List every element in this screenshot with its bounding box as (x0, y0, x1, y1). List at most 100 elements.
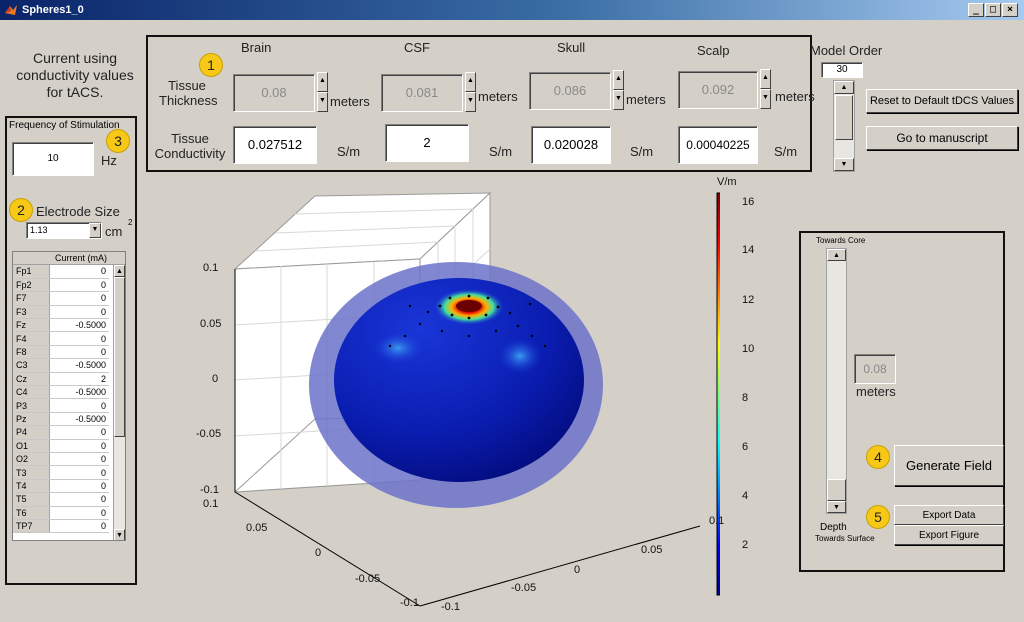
row-current-value[interactable]: 0 (49, 452, 109, 467)
reset-defaults-button[interactable]: Reset to Default tDCS Values (866, 89, 1018, 113)
electrode-size-label: Electrode Size (36, 204, 120, 219)
slider-thumb[interactable] (835, 95, 853, 140)
table-row[interactable]: P4 0 (13, 425, 109, 440)
model-order-field[interactable]: 30 (821, 62, 863, 78)
z-axis-tick-label: 0 (212, 373, 219, 385)
table-row[interactable]: TP7 0 (13, 519, 109, 534)
row-current-value[interactable]: 0 (49, 506, 109, 520)
scalp-thickness-field[interactable]: 0.092 (678, 71, 758, 109)
row-current-value[interactable]: -0.5000 (49, 412, 109, 427)
down-arrow-icon[interactable]: ▼ (114, 529, 125, 540)
down-arrow-icon[interactable]: ▼ (465, 92, 476, 112)
tissue-panel (146, 35, 812, 172)
row-current-value[interactable]: 0 (49, 278, 109, 293)
close-button[interactable]: × (1002, 3, 1018, 17)
scalp-conductivity-field[interactable]: 0.00040225 (678, 126, 758, 164)
brain-conductivity-field[interactable]: 0.027512 (233, 126, 317, 164)
skull-thickness-field[interactable]: 0.086 (529, 72, 611, 110)
table-row[interactable]: F4 0 (13, 331, 109, 346)
model-order-label: Model Order (810, 43, 883, 58)
table-row[interactable]: Fz -0.5000 (13, 318, 109, 333)
up-arrow-icon[interactable]: ▲ (760, 69, 771, 89)
row-current-value[interactable]: 0 (49, 345, 109, 360)
table-row[interactable]: O2 0 (13, 452, 109, 467)
down-arrow-icon[interactable]: ▼ (317, 92, 328, 112)
up-arrow-icon[interactable]: ▲ (613, 70, 624, 90)
matlab-icon (5, 5, 17, 15)
down-arrow-icon[interactable]: ▼ (834, 158, 854, 171)
row-current-value[interactable]: -0.5000 (49, 358, 109, 373)
table-row[interactable]: T3 0 (13, 465, 109, 480)
z-axis-tick-label: 0.1 (203, 262, 219, 274)
badge-5: 5 (866, 505, 890, 529)
up-arrow-icon[interactable]: ▲ (465, 72, 476, 92)
row-current-value[interactable]: 0 (49, 439, 109, 453)
export-data-button[interactable]: Export Data (894, 505, 1004, 525)
scroll-thumb[interactable] (114, 277, 125, 437)
chevron-down-icon[interactable]: ▼ (89, 223, 101, 238)
row-current-value[interactable]: 0 (49, 291, 109, 306)
csf-conductivity-field[interactable]: 2 (385, 124, 469, 162)
go-to-manuscript-button[interactable]: Go to manuscript (866, 126, 1018, 150)
row-current-value[interactable]: 0 (49, 519, 109, 534)
scalp-thickness-spinner[interactable]: ▲ ▼ (760, 69, 771, 109)
table-row[interactable]: T5 0 (13, 492, 109, 507)
csf-thickness-field[interactable]: 0.081 (381, 74, 463, 112)
row-current-value[interactable]: 0 (49, 331, 109, 346)
row-current-value[interactable]: 2 (49, 372, 109, 387)
row-current-value[interactable]: 0 (49, 465, 109, 480)
up-arrow-icon[interactable]: ▲ (834, 81, 854, 94)
current-table-header: Current (mA) (13, 252, 125, 265)
maximize-button[interactable]: □ (985, 3, 1001, 17)
skull-conductivity-field[interactable]: 0.020028 (531, 126, 611, 164)
table-row[interactable]: Cz 2 (13, 372, 109, 387)
table-row[interactable]: P3 0 (13, 398, 109, 413)
row-current-value[interactable]: -0.5000 (49, 385, 109, 400)
table-row[interactable]: T6 0 (13, 506, 109, 520)
table-row[interactable]: T4 0 (13, 479, 109, 494)
model-order-slider[interactable]: ▲ ▼ (833, 80, 855, 172)
generate-field-button[interactable]: Generate Field (894, 445, 1004, 486)
table-row[interactable]: C3 -0.5000 (13, 358, 109, 373)
table-row[interactable]: C4 -0.5000 (13, 385, 109, 400)
up-arrow-icon[interactable]: ▲ (317, 72, 328, 92)
colorbar-tick-label: 16 (742, 196, 755, 208)
skull-thickness-spinner[interactable]: ▲ ▼ (613, 70, 624, 110)
row-current-value[interactable]: 0 (49, 492, 109, 507)
colorbar-tick-label: 14 (742, 244, 755, 256)
up-arrow-icon[interactable]: ▲ (114, 265, 125, 277)
row-current-value[interactable]: 0 (49, 398, 109, 413)
electrode-size-select[interactable]: 1.13 (26, 222, 102, 239)
table-row[interactable]: Fp2 0 (13, 278, 109, 293)
row-current-value[interactable]: 0 (49, 479, 109, 494)
table-scrollbar[interactable]: ▲ ▼ (113, 265, 125, 540)
skull-header: Skull (557, 40, 586, 55)
table-row[interactable]: F3 0 (13, 305, 109, 320)
csf-thickness-spinner[interactable]: ▲ ▼ (465, 72, 476, 112)
minimize-button[interactable]: _ (968, 3, 984, 17)
table-row[interactable]: F7 0 (13, 291, 109, 306)
row-current-value[interactable]: 0 (49, 265, 109, 279)
table-row[interactable]: Pz -0.5000 (13, 412, 109, 427)
frequency-field[interactable]: 10 (12, 142, 94, 176)
current-rows[interactable]: Fp1 0 Fp2 0 F7 0 F3 0 Fz -0.5000 F4 0 F8 0 C3 -0.5000 Cz… (13, 265, 109, 534)
up-arrow-icon[interactable]: ▲ (827, 249, 846, 261)
badge-3: 3 (106, 129, 130, 153)
slider-thumb[interactable] (827, 479, 846, 501)
row-current-value[interactable]: -0.5000 (49, 318, 109, 333)
down-arrow-icon[interactable]: ▼ (613, 90, 624, 110)
row-current-value[interactable]: 0 (49, 425, 109, 440)
brain-thickness-field[interactable]: 0.08 (233, 74, 315, 112)
current-table[interactable]: Current (mA) Fp1 0 Fp2 0 F7 0 F3 0 Fz -0.5000 F4 0 F… (12, 251, 126, 541)
down-arrow-icon[interactable]: ▼ (760, 89, 771, 109)
down-arrow-icon[interactable]: ▼ (827, 501, 846, 513)
skull-cond-unit: S/m (630, 144, 654, 159)
depth-slider[interactable]: ▲ ▼ (826, 248, 847, 514)
export-figure-button[interactable]: Export Figure (894, 525, 1004, 545)
table-row[interactable]: Fp1 0 (13, 265, 109, 279)
z-axis-tick-label: 0.05 (200, 318, 222, 330)
table-row[interactable]: F8 0 (13, 345, 109, 360)
row-current-value[interactable]: 0 (49, 305, 109, 320)
brain-thickness-spinner[interactable]: ▲ ▼ (317, 72, 328, 112)
table-row[interactable]: O1 0 (13, 439, 109, 453)
